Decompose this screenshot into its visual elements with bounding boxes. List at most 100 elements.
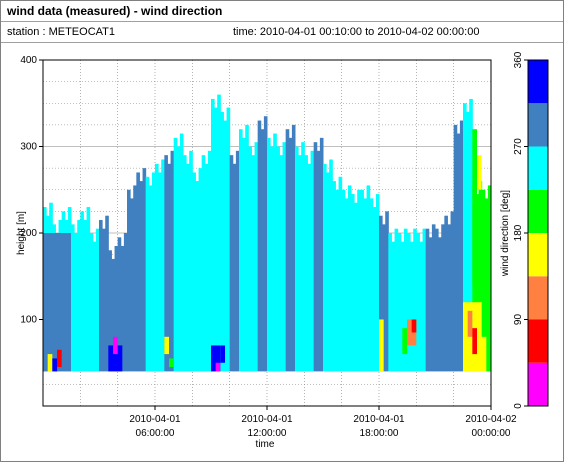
data-patch bbox=[57, 349, 62, 368]
x-axis: 2010-04-01 06:00:00 2010-04-01 12:00:00 2010… bbox=[129, 406, 517, 439]
data-patch bbox=[477, 155, 482, 190]
data-column bbox=[425, 228, 430, 372]
data-column bbox=[130, 198, 134, 372]
data-column bbox=[466, 111, 470, 372]
data-column bbox=[214, 107, 218, 372]
data-column bbox=[397, 233, 402, 372]
data-column bbox=[301, 142, 305, 372]
data-cells bbox=[43, 94, 492, 372]
data-column bbox=[142, 168, 147, 372]
data-column bbox=[419, 241, 424, 372]
data-column bbox=[108, 250, 112, 372]
data-column bbox=[335, 189, 340, 372]
data-column bbox=[173, 137, 178, 372]
data-column bbox=[167, 163, 172, 372]
data-column bbox=[158, 172, 162, 372]
x-tick-label-date: 2010-04-02 bbox=[465, 414, 517, 425]
data-patch bbox=[379, 319, 384, 372]
colorbar-tick-label: 360 bbox=[513, 51, 524, 68]
data-column bbox=[235, 150, 240, 372]
time-range-label: time: 2010-04-01 00:10:00 to 2010-04-02 … bbox=[233, 26, 480, 38]
data-column bbox=[403, 228, 408, 372]
data-column bbox=[357, 189, 361, 372]
colorbar-tick-label: 270 bbox=[513, 138, 524, 155]
data-column bbox=[382, 224, 386, 372]
data-column bbox=[416, 233, 420, 372]
data-column bbox=[295, 146, 299, 372]
data-column bbox=[83, 220, 88, 372]
data-column bbox=[385, 211, 389, 372]
data-column bbox=[207, 150, 212, 372]
data-column bbox=[161, 159, 165, 372]
data-column bbox=[379, 215, 383, 372]
x-tick-label-time: 18:00:00 bbox=[360, 428, 399, 439]
data-column bbox=[450, 211, 455, 372]
x-tick-label-time: 12:00:00 bbox=[248, 428, 287, 439]
y-tick-label: 200 bbox=[20, 228, 37, 239]
data-column bbox=[487, 185, 492, 372]
data-patch bbox=[467, 310, 473, 337]
station-label: station : METEOCAT1 bbox=[7, 26, 115, 38]
data-column bbox=[176, 146, 181, 372]
data-column bbox=[186, 163, 190, 372]
data-column bbox=[242, 137, 246, 372]
data-column bbox=[195, 181, 200, 372]
colorbar-tick-label: 90 bbox=[513, 314, 524, 326]
data-column bbox=[447, 224, 452, 372]
data-column bbox=[310, 150, 315, 372]
data-column bbox=[444, 215, 448, 372]
data-column bbox=[413, 228, 417, 372]
colorbar-bin bbox=[528, 189, 548, 233]
data-column bbox=[257, 120, 262, 372]
data-column bbox=[155, 163, 159, 372]
data-column bbox=[279, 155, 284, 372]
data-column bbox=[92, 241, 97, 372]
colorbar: 0 90 180 270 360 bbox=[513, 51, 549, 409]
data-column bbox=[372, 207, 377, 372]
data-patch bbox=[108, 345, 123, 372]
x-tick-label-time: 00:00:00 bbox=[472, 428, 511, 439]
data-column bbox=[428, 237, 433, 372]
data-column bbox=[183, 155, 187, 372]
colorbar-bin bbox=[528, 146, 548, 190]
data-column bbox=[369, 198, 374, 372]
y-tick-label: 100 bbox=[20, 315, 37, 326]
data-column bbox=[478, 181, 483, 372]
data-column bbox=[456, 133, 461, 372]
data-patch bbox=[47, 354, 53, 372]
data-column bbox=[441, 224, 445, 372]
colorbar-bin bbox=[528, 362, 548, 406]
data-column bbox=[139, 181, 144, 372]
colorbar-bin bbox=[528, 276, 548, 320]
data-column bbox=[481, 189, 486, 372]
data-column bbox=[484, 198, 489, 372]
x-tick-label-date: 2010-04-01 bbox=[353, 414, 405, 425]
data-patch bbox=[164, 336, 169, 355]
data-column bbox=[170, 150, 175, 372]
data-column bbox=[291, 124, 296, 372]
data-column bbox=[435, 228, 439, 372]
y-tick-label: 300 bbox=[20, 142, 37, 153]
data-column bbox=[288, 137, 293, 372]
colorbar-bin bbox=[528, 233, 548, 277]
data-column bbox=[363, 198, 368, 372]
y-axis: 100 200 300 400 bbox=[20, 55, 43, 326]
data-patch bbox=[411, 319, 417, 333]
colorbar-tick-label: 180 bbox=[513, 224, 524, 241]
data-column bbox=[344, 198, 349, 372]
data-column bbox=[248, 146, 252, 372]
data-column bbox=[332, 181, 336, 372]
data-column bbox=[198, 168, 203, 372]
x-axis-label: time bbox=[256, 439, 275, 450]
data-column bbox=[351, 194, 355, 372]
colorbar-tick-label: 0 bbox=[513, 403, 524, 409]
data-column bbox=[316, 150, 321, 372]
data-column bbox=[267, 137, 271, 372]
data-column bbox=[254, 142, 259, 372]
data-column bbox=[120, 245, 125, 372]
data-column bbox=[111, 258, 116, 372]
y-axis-label: height [m] bbox=[16, 211, 27, 255]
data-column bbox=[410, 241, 414, 372]
data-column bbox=[354, 202, 358, 372]
